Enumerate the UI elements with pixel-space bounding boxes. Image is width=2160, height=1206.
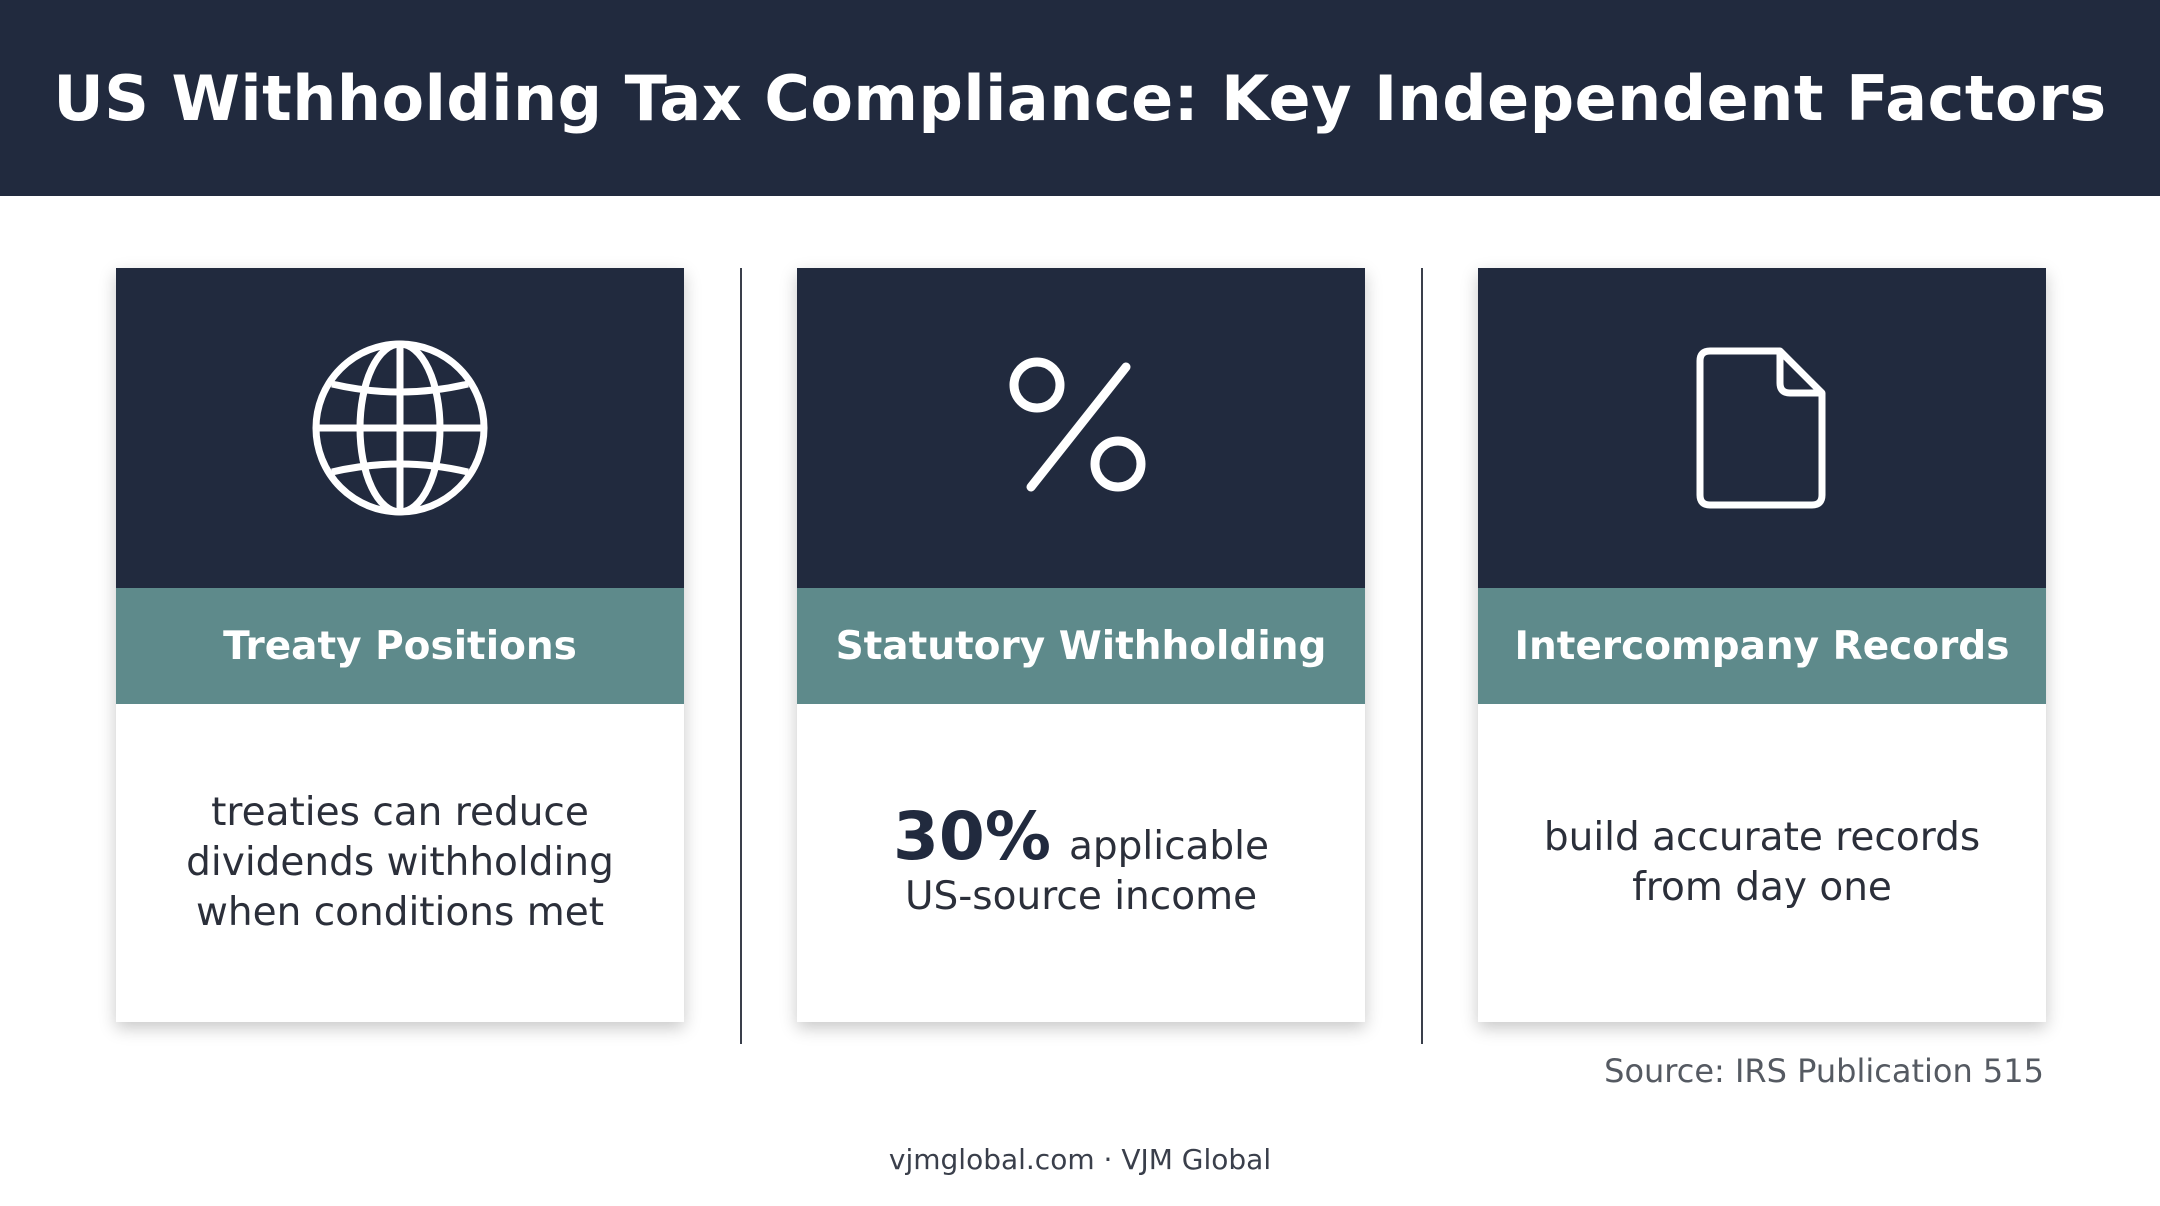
card-title-band: Intercompany Records [1478,588,2046,704]
card-title: Statutory Withholding [835,623,1327,669]
card-body: treaties can reduce dividends withholdin… [116,704,684,1022]
page-title: US Withholding Tax Compliance: Key Indep… [53,61,2107,135]
source-note: Source: IRS Publication 515 [1604,1052,2044,1090]
card-treaty-positions: Treaty Positions treaties can reduce div… [116,268,684,1022]
stat-value: 30% [893,797,1051,875]
header-banner: US Withholding Tax Compliance: Key Indep… [0,0,2160,196]
divider [740,268,742,1044]
card-statutory-withholding: Statutory Withholding 30% applicable US-… [797,268,1365,1022]
card-text-line: build accurate records [1543,815,1981,860]
card-text-line: when conditions met [195,890,605,935]
card-text-line: dividends withholding [186,840,614,885]
card-text-line: treaties can reduce [211,790,589,835]
card-title-band: Statutory Withholding [797,588,1365,704]
globe-icon [310,338,490,518]
card-text-line: US-source income [904,873,1258,919]
card-intercompany-records: Intercompany Records build accurate reco… [1478,268,2046,1022]
card-icon-area [797,268,1365,588]
card-body: build accurate records from day one [1478,704,2046,1022]
stat-suffix: applicable [1068,823,1269,869]
card-text-line: from day one [1632,865,1892,910]
card-title: Intercompany Records [1514,623,2010,669]
stat-line: 30% applicable [893,797,1269,875]
card-icon-area [1478,268,2046,588]
card-icon-area [116,268,684,588]
card-body: 30% applicable US-source income [797,704,1365,1022]
percent-icon [1006,353,1156,503]
card-title: Treaty Positions [223,623,577,669]
footer-credit: vjmglobal.com · VJM Global [888,1143,1272,1176]
document-icon [1692,343,1832,513]
card-title-band: Treaty Positions [116,588,684,704]
divider [1421,268,1423,1044]
